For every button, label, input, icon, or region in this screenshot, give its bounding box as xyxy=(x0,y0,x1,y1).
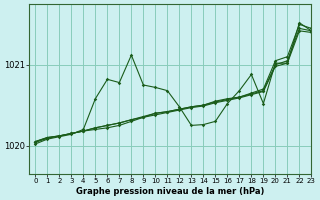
X-axis label: Graphe pression niveau de la mer (hPa): Graphe pression niveau de la mer (hPa) xyxy=(76,187,265,196)
